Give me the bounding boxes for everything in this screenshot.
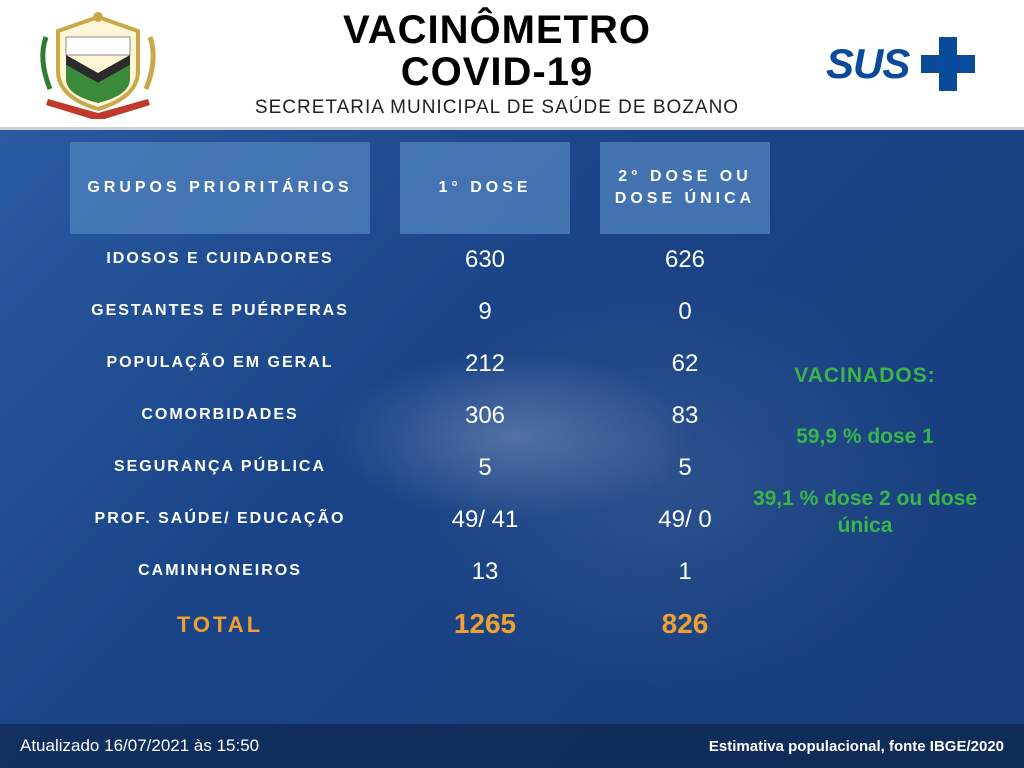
title-block: VACINÔMETRO COVID-19 SECRETARIA MUNICIPA… (168, 9, 826, 119)
page-subtitle: SECRETARIA MUNICIPAL DE SAÚDE DE BOZANO (168, 97, 826, 119)
table-row-label: PROF. SAÚDE/ EDUCAÇÃO (70, 494, 370, 546)
table-row-label: POPULAÇÃO EM GERAL (70, 338, 370, 390)
page-title-line2: COVID-19 (168, 51, 826, 93)
table-row-label: COMORBIDADES (70, 390, 370, 442)
table-cell: 49/ 41 (400, 494, 570, 546)
summary-dose2-pct: 39,1 % dose 2 ou dose única (750, 485, 980, 540)
table-header-dose2: 2° DOSE OU DOSE ÚNICA (600, 142, 770, 234)
table-row-label: CAMINHONEIROS (70, 546, 370, 598)
table-total-label: TOTAL (70, 598, 370, 646)
table-cell: 630 (400, 234, 570, 286)
table-row-label: IDOSOS E CUIDADORES (70, 234, 370, 286)
table-cell: 626 (600, 234, 770, 286)
table-cell: 306 (400, 390, 570, 442)
table-row-label: SEGURANÇA PÚBLICA (70, 442, 370, 494)
table-total-dose1: 1265 (400, 598, 570, 646)
sus-label: SUS (826, 40, 909, 88)
summary-dose1-pct: 59,9 % dose 1 (750, 423, 980, 450)
data-source: Estimativa populacional, fonte IBGE/2020 (709, 738, 1004, 755)
table-cell: 62 (600, 338, 770, 390)
updated-timestamp: Atualizado 16/07/2021 às 15:50 (20, 736, 259, 756)
table-row-label: GESTANTES E PUÉRPERAS (70, 286, 370, 338)
table-cell: 212 (400, 338, 570, 390)
header: VACINÔMETRO COVID-19 SECRETARIA MUNICIPA… (0, 0, 1024, 130)
table-cell: 5 (400, 442, 570, 494)
sus-logo: SUS (826, 35, 996, 93)
municipal-crest-icon (28, 9, 168, 119)
sus-cross-icon (919, 35, 977, 93)
table-cell: 9 (400, 286, 570, 338)
table-cell: 5 (600, 442, 770, 494)
table-cell: 83 (600, 390, 770, 442)
table-header-groups: GRUPOS PRIORITÁRIOS (70, 142, 370, 234)
table-cell: 49/ 0 (600, 494, 770, 546)
table-cell: 0 (600, 286, 770, 338)
table-header-dose1: 1° DOSE (400, 142, 570, 234)
summary-sidebar: VACINADOS: 59,9 % dose 1 39,1 % dose 2 o… (750, 362, 980, 539)
main-panel: GRUPOS PRIORITÁRIOS 1° DOSE 2° DOSE OU D… (0, 130, 1024, 768)
footer-bar: Atualizado 16/07/2021 às 15:50 Estimativ… (0, 724, 1024, 768)
table-total-dose2: 826 (600, 598, 770, 646)
table-cell: 13 (400, 546, 570, 598)
page-title-line1: VACINÔMETRO (168, 9, 826, 51)
summary-heading: VACINADOS: (750, 362, 980, 389)
table-cell: 1 (600, 546, 770, 598)
